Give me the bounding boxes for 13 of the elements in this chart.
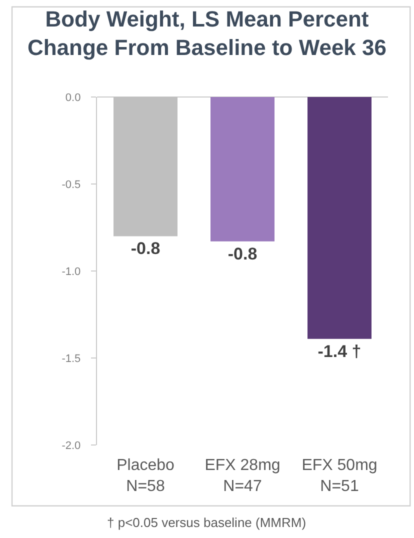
y-tick-label: -2.0 (62, 440, 81, 452)
x-tick-label: Placebo N=58 (116, 457, 175, 495)
text: † p<0.05 versus baseline (MMRM) (107, 515, 306, 530)
data-label: -1.4 † (318, 342, 362, 361)
y-tick-label: -1.0 (62, 266, 81, 278)
x-tick-label: EFX 28mg N=47 (204, 457, 280, 495)
x-tick-label: EFX 50mg N=51 (302, 457, 378, 495)
data-label: -0.8 (130, 239, 160, 258)
chart-title: Body Weight, LS Mean Percent Change From Baseline to Week 36 (27, 6, 387, 60)
y-tick-label: 0.0 (65, 92, 81, 104)
y-tick-label: -0.5 (62, 178, 81, 191)
data-label: -0.8 (228, 244, 258, 264)
y-tick-label: -1.5 (62, 352, 81, 365)
